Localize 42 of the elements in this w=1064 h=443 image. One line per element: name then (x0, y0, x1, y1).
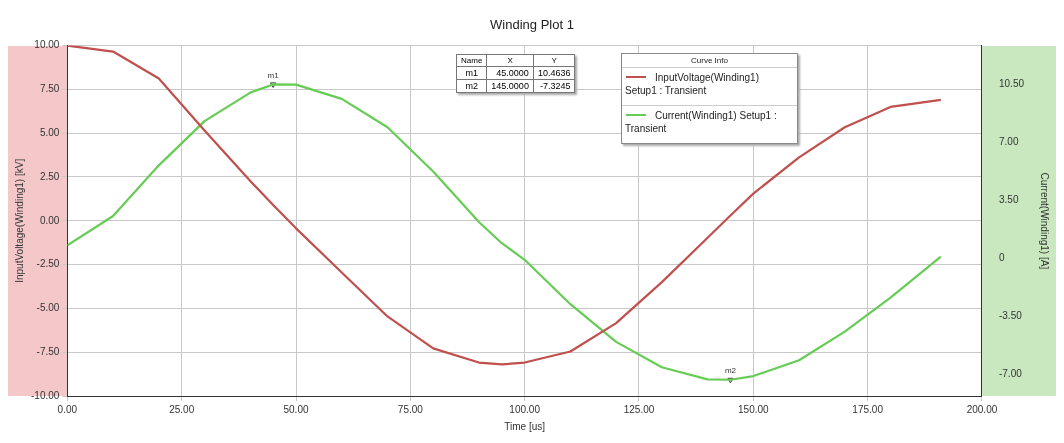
x-tick-label: 50.00 (283, 403, 309, 415)
y2-tick-label: -7.00 (998, 368, 1023, 380)
annotation: Y (533, 54, 575, 67)
x-axis-title: Time [us] (504, 420, 546, 432)
x-tick-label: 75.00 (397, 403, 424, 415)
y2-tick-label: 3.50 (998, 193, 1019, 205)
x-tick-label: 150.00 (738, 403, 770, 415)
x-tick-label: 200.00 (966, 403, 998, 415)
y-tick-label: 7.50 (39, 83, 60, 95)
x-tick-label: 100.00 (509, 403, 541, 415)
annotation: 10.4636 (533, 66, 575, 80)
y2-tick-label: 0 (998, 251, 1005, 263)
y-tick-label: -7.50 (36, 345, 60, 357)
y2-tick-label: 7.00 (998, 135, 1019, 147)
annotation: Name (456, 54, 487, 67)
y-tick-label: 10.00 (34, 39, 60, 51)
y2-tick-label: -3.50 (998, 310, 1023, 322)
annotation: 145.0000 (486, 79, 534, 93)
y-tick-label: -5.00 (36, 302, 60, 314)
x-tick-label: 0.00 (57, 403, 78, 415)
annotation: m2 (456, 79, 487, 93)
data-label: m1 (267, 70, 280, 80)
legend-label: InputVoltage(Winding1) Setup1 : Transient (625, 71, 760, 97)
y-tick-label: -2.50 (36, 258, 60, 270)
y-tick-label: 2.50 (39, 170, 60, 182)
x-tick-label: 125.00 (623, 403, 655, 415)
annotation: m1 (456, 66, 487, 80)
y-tick-label: -10.00 (31, 389, 60, 401)
annotation: X (486, 54, 534, 67)
legend-title: Curve Info (622, 54, 797, 68)
y-axis-title: InputVoltage(Winding1) [kV] (13, 158, 25, 283)
annotation: 45.0000 (486, 66, 534, 80)
y2-tick-label: 10.50 (998, 77, 1025, 89)
x-tick-label: 25.00 (169, 403, 195, 415)
chart-title: Winding Plot 1 (490, 17, 574, 33)
y-tick-label: 5.00 (39, 126, 60, 138)
y-tick-label: 0.00 (39, 214, 60, 226)
y2-axis-title: Current(Winding1) [A] (1039, 172, 1051, 270)
annotation: -7.3245 (533, 79, 575, 93)
x-tick-label: 175.00 (852, 403, 884, 415)
data-label: m2 (724, 366, 737, 375)
legend-label: Current(Winding1) Setup1 : Transient (625, 109, 778, 135)
